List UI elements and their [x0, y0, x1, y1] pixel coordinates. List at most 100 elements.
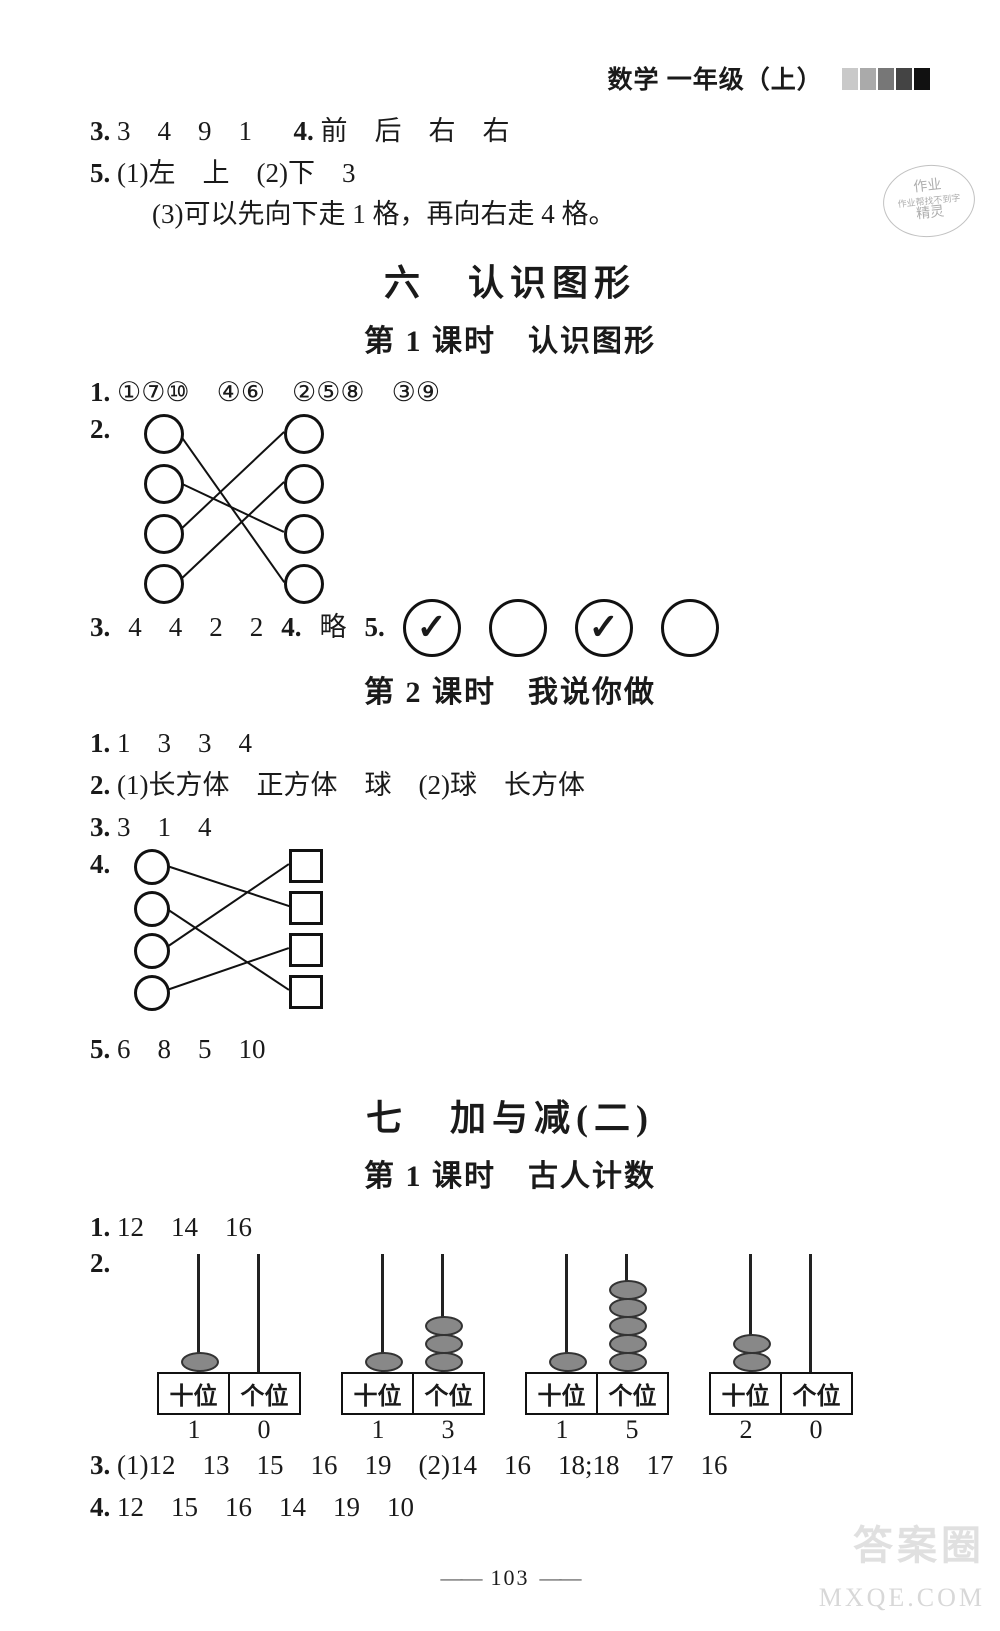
match-node-circle — [284, 464, 324, 504]
stamp-l3: 精灵 — [916, 205, 946, 225]
pre-line-1: 3. 3 4 9 1 4. 前 后 右 右 — [90, 111, 930, 153]
chapter-7-lesson-1-title: 第 1 课时 古人计数 — [90, 1151, 930, 1195]
abacus-bead — [365, 1352, 403, 1372]
match-line — [163, 863, 289, 950]
abacus-bead — [181, 1352, 219, 1372]
checked-circle-icon: ✓ — [403, 599, 461, 657]
c7l1-q1: 1. 12 14 16 — [90, 1207, 930, 1249]
q-index: 4. — [90, 1492, 110, 1522]
match-node-circle — [144, 514, 184, 554]
abacus-tens-value: 1 — [159, 1415, 229, 1445]
match-line — [164, 864, 290, 907]
answer-text: 3 1 4 — [117, 812, 212, 842]
match-node-square — [289, 849, 323, 883]
chapter-6-title: 六 认识图形 — [90, 254, 930, 306]
abacus-rods — [711, 1252, 851, 1372]
c6l1-q2: 2. — [90, 414, 930, 599]
chapter-7-title: 七 加与减(二) — [90, 1089, 930, 1141]
q-index: 5. — [90, 158, 110, 188]
abacus-ones-label: 个位 — [782, 1374, 851, 1413]
abacus-ones-value: 0 — [781, 1415, 851, 1445]
match-node-square — [289, 975, 323, 1009]
abacus-rods — [527, 1252, 667, 1372]
c6l2-q5: 5. 6 8 5 10 — [90, 1029, 930, 1071]
empty-circle-icon — [661, 599, 719, 657]
abacus: 十位个位10 — [154, 1252, 304, 1445]
answer-text: 3 4 9 1 — [117, 116, 252, 146]
answer-text: 4 4 2 2 — [128, 607, 263, 649]
abacus-bead — [549, 1352, 587, 1372]
match-node-circle — [284, 414, 324, 454]
c6l2-q4: 4. — [90, 849, 930, 1029]
header-bars — [840, 68, 930, 97]
header-bar — [878, 68, 894, 90]
match-line — [163, 906, 289, 991]
abacus-ones-label: 个位 — [414, 1374, 483, 1413]
match-line — [177, 431, 284, 533]
abacus-row: 十位个位10十位个位13十位个位15十位个位20 — [154, 1252, 856, 1445]
page-number: 103 — [90, 1565, 930, 1591]
q-index: 2. — [90, 414, 124, 445]
pre-line-3: (3)可以先向下走 1 格，再向右走 4 格。 — [152, 194, 930, 236]
match-line — [164, 947, 290, 992]
abacus-label-box: 十位个位 — [341, 1372, 485, 1415]
abacus-bead — [733, 1352, 771, 1372]
answer-text: (1)12 13 15 16 19 (2)14 16 18;18 17 16 — [117, 1450, 727, 1480]
q-index: 5. — [90, 1034, 110, 1064]
c6l1-q1: 1. ①⑦⑩ ④⑥ ②⑤⑧ ③⑨ — [90, 372, 930, 414]
answer-text: 6 8 5 10 — [117, 1034, 266, 1064]
c6l2-q1: 1. 1 3 3 4 — [90, 723, 930, 765]
abacus-number-row: 15 — [527, 1415, 667, 1445]
empty-circle-icon — [489, 599, 547, 657]
abacus-ones-value: 5 — [597, 1415, 667, 1445]
c7l1-q4: 4. 12 15 16 14 19 10 — [90, 1487, 930, 1529]
abacus-bead — [425, 1334, 463, 1354]
abacus: 十位个位15 — [522, 1252, 672, 1445]
answer-text: (3)可以先向下走 1 格，再向右走 4 格。 — [152, 199, 615, 229]
abacus-label-box: 十位个位 — [157, 1372, 301, 1415]
abacus-number-row: 10 — [159, 1415, 299, 1445]
abacus-ones-value: 3 — [413, 1415, 483, 1445]
match-node-circle — [284, 564, 324, 604]
c7l1-q2: 2. 十位个位10十位个位13十位个位15十位个位20 — [90, 1248, 930, 1445]
match-node-circle — [134, 933, 170, 969]
q-index: 3. — [90, 1450, 110, 1480]
abacus-tens-value: 2 — [711, 1415, 781, 1445]
abacus-label-box: 十位个位 — [525, 1372, 669, 1415]
abacus-bead — [609, 1280, 647, 1300]
header-bar — [896, 68, 912, 90]
answer-text: 1 3 3 4 — [117, 728, 252, 758]
abacus-tens-label: 十位 — [527, 1374, 598, 1413]
c6l1-q3-5: 3. 4 4 2 2 4. 略 5. ✓✓ — [90, 599, 930, 657]
header-bar — [842, 68, 858, 90]
abacus: 十位个位13 — [338, 1252, 488, 1445]
abacus-label-box: 十位个位 — [709, 1372, 853, 1415]
match-node-circle — [134, 975, 170, 1011]
abacus-tens-label: 十位 — [343, 1374, 414, 1413]
abacus-bead — [609, 1352, 647, 1372]
abacus-bead — [609, 1298, 647, 1318]
subject: 数学 — [607, 67, 659, 94]
match-node-square — [289, 891, 323, 925]
match-node-circle — [144, 464, 184, 504]
match-node-circle — [144, 564, 184, 604]
grade: 一年级（上） — [667, 67, 823, 94]
checked-circle-icon: ✓ — [575, 599, 633, 657]
abacus-number-row: 20 — [711, 1415, 851, 1445]
abacus-ones-label: 个位 — [598, 1374, 667, 1413]
q-index: 4. — [294, 116, 314, 146]
q-index: 1. — [90, 728, 110, 758]
q-index: 1. — [90, 377, 110, 407]
c6l2-q2: 2. (1)长方体 正方体 球 (2)球 长方体 — [90, 765, 930, 807]
answer-text: (1)左 上 (2)下 3 — [117, 158, 355, 188]
check-circle-row: ✓✓ — [403, 599, 719, 657]
q-index: 4. — [90, 849, 124, 880]
match-node-circle — [134, 849, 170, 885]
match-node-circle — [134, 891, 170, 927]
page: 数学 一年级（上） 作业 作业帮找不到字 精灵 3. 3 4 9 1 4. 前 … — [0, 0, 1000, 1631]
abacus-tens-value: 1 — [343, 1415, 413, 1445]
abacus-tens-label: 十位 — [159, 1374, 230, 1413]
abacus-tens-label: 十位 — [711, 1374, 782, 1413]
q-index: 3. — [90, 607, 110, 649]
header-bar — [914, 68, 930, 90]
